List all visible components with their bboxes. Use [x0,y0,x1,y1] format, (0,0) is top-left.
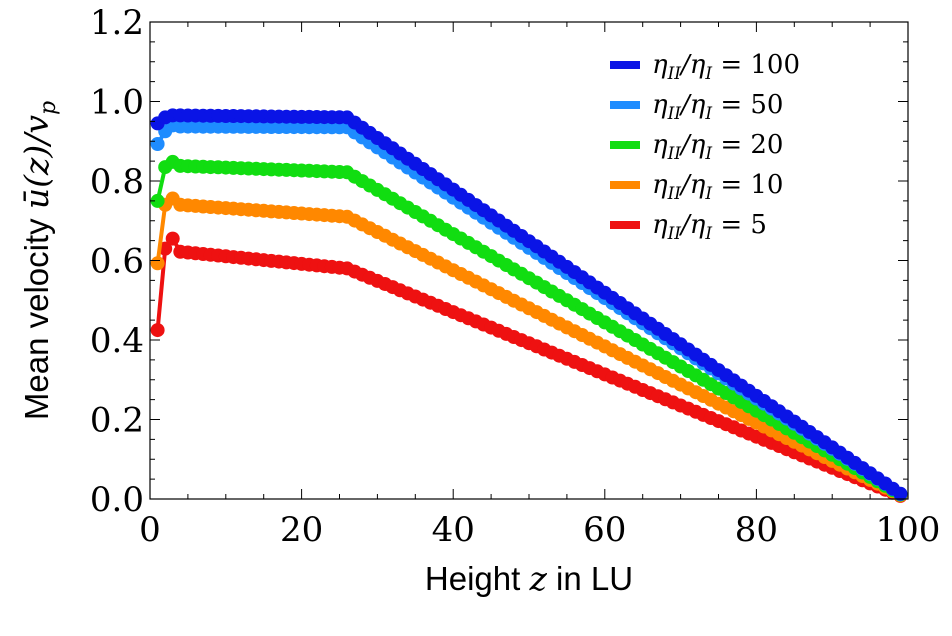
x-tick-label: 0 [139,510,161,550]
y-tick-label: 0.6 [90,242,144,282]
legend-item-100: ηII/ηI = 100 [610,50,800,84]
legend-item-50: ηII/ηI = 50 [610,90,783,124]
data-point [150,256,165,271]
x-tick-label: 40 [432,510,475,550]
y-tick-label: 0.8 [90,162,144,202]
data-point [150,323,165,338]
y-tick-label: 0.2 [90,401,144,441]
y-tick-label: 0.4 [90,321,144,361]
x-tick-label: 100 [876,510,941,550]
legend: ηII/ηI = 100 ηII/ηI = 50 ηII/ηI = 20 ηII/ηI… [610,50,800,244]
legend-label: ηII/ηI = 10 [652,170,783,204]
data-point [893,486,908,501]
x-tick-label: 60 [583,510,626,550]
y-axis-label: Mean velocity ū(z)/vp [17,101,61,420]
data-point [150,193,165,208]
series-100 [150,108,908,501]
data-point [150,137,165,151]
legend-label: ηII/ηI = 100 [652,50,800,84]
legend-item-20: ηII/ηI = 20 [610,130,783,164]
tick-labels-layer: 0 20 40 60 80 100 0.0 0.2 0.4 0.6 0.8 1.0 1.2 [90,3,941,550]
y-tick-label: 0.0 [90,480,144,520]
legend-label: ηII/ηI = 5 [652,210,767,244]
data-point [165,231,180,246]
series-layer [150,108,908,503]
x-axis-label: Height z in LU [425,559,633,598]
x-tick-label: 80 [735,510,778,550]
legend-item-5: ηII/ηI = 5 [610,210,767,244]
legend-item-10: ηII/ηI = 10 [610,170,783,204]
y-tick-label: 1.0 [90,83,144,123]
y-tick-label: 1.2 [90,3,144,43]
legend-label: ηII/ηI = 20 [652,130,783,164]
legend-label: ηII/ηI = 50 [652,90,783,124]
ticks-layer [149,21,909,500]
x-tick-label: 20 [280,510,323,550]
series-10 [150,191,908,503]
